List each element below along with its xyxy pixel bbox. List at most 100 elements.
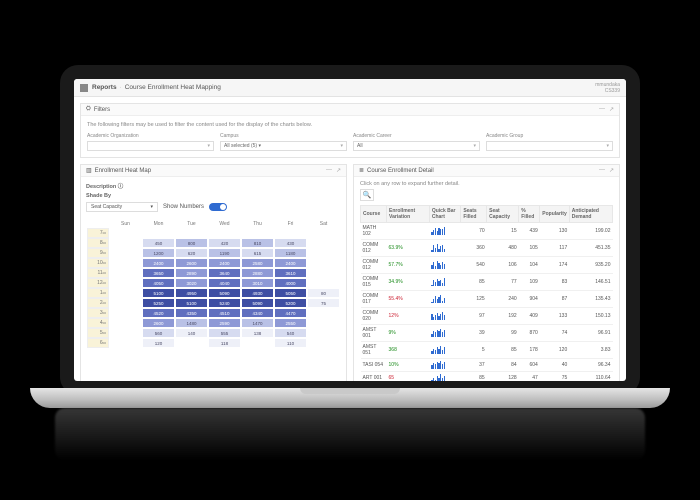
heatmap-cell[interactable] <box>307 308 340 318</box>
heatmap-cell[interactable]: 420 <box>208 238 241 248</box>
heatmap-cell[interactable]: 2600 <box>142 318 175 328</box>
collapse-icon[interactable]: — <box>599 167 605 174</box>
heatmap-cell[interactable]: 800 <box>175 238 208 248</box>
heatmap-cell[interactable]: 620 <box>175 248 208 258</box>
table-row[interactable]: COMM 01755.4%12524090487135.43 <box>361 291 613 308</box>
heatmap-cell[interactable]: 4930 <box>241 288 274 298</box>
heatmap-cell[interactable]: 5100 <box>142 288 175 298</box>
heatmap-cell[interactable] <box>307 328 340 338</box>
heatmap-cell[interactable]: 80 <box>307 288 340 298</box>
heatmap-cell[interactable]: 2590 <box>208 318 241 328</box>
filter-select[interactable]: All selected (5) ▾▾ <box>220 141 347 151</box>
heatmap-cell[interactable]: 2880 <box>241 268 274 278</box>
heatmap-cell[interactable]: 5090 <box>208 288 241 298</box>
description-label[interactable]: Description ⓘ <box>86 182 341 190</box>
filter-select[interactable]: ▾ <box>87 141 214 151</box>
heatmap-cell[interactable]: 430 <box>274 238 307 248</box>
heatmap-cell[interactable]: 810 <box>241 238 274 248</box>
heatmap-cell[interactable]: 450 <box>142 238 175 248</box>
heatmap-cell[interactable]: 615 <box>241 248 274 258</box>
heatmap-cell[interactable] <box>109 298 142 308</box>
heatmap-cell[interactable]: 1480 <box>175 318 208 328</box>
table-row[interactable]: AMST 0019%39998707496.91 <box>361 325 613 342</box>
table-row[interactable]: TASI 05410%37846044096.34 <box>361 359 613 372</box>
heatmap-cell[interactable] <box>109 268 142 278</box>
heatmap-cell[interactable]: 118 <box>208 338 241 348</box>
expand-icon[interactable]: ↗ <box>609 167 614 174</box>
user-info[interactable]: mmundaka CS339 <box>595 82 620 94</box>
col-header[interactable]: Anticipated Demand <box>569 206 612 223</box>
collapse-icon[interactable]: — <box>326 167 332 174</box>
heatmap-cell[interactable]: 110 <box>274 338 307 348</box>
heatmap-cell[interactable]: 2550 <box>274 318 307 328</box>
heatmap-cell[interactable] <box>307 258 340 268</box>
search-button[interactable]: 🔍 <box>360 189 374 201</box>
heatmap-cell[interactable] <box>109 318 142 328</box>
filter-select[interactable]: ▾ <box>486 141 613 151</box>
heatmap-cell[interactable] <box>109 258 142 268</box>
expand-icon[interactable]: ↗ <box>336 167 341 174</box>
expand-icon[interactable]: ↗ <box>609 106 614 113</box>
heatmap-cell[interactable] <box>307 228 340 238</box>
table-row[interactable]: ART 00165851284775110.64 <box>361 372 613 382</box>
heatmap-cell[interactable] <box>175 228 208 238</box>
heatmap-cell[interactable] <box>109 228 142 238</box>
heatmap-cell[interactable]: 5200 <box>274 298 307 308</box>
heatmap-cell[interactable] <box>109 288 142 298</box>
heatmap-cell[interactable] <box>241 228 274 238</box>
heatmap-cell[interactable] <box>109 278 142 288</box>
heatmap-cell[interactable]: 5240 <box>208 298 241 308</box>
heatmap-cell[interactable]: 4350 <box>175 308 208 318</box>
heatmap-cell[interactable] <box>307 318 340 328</box>
heatmap-cell[interactable]: 140 <box>175 328 208 338</box>
col-header[interactable]: Quick Bar Chart <box>429 206 460 223</box>
heatmap-cell[interactable]: 2400 <box>208 258 241 268</box>
heatmap-cell[interactable]: 2400 <box>274 258 307 268</box>
heatmap-cell[interactable]: 4470 <box>274 308 307 318</box>
heatmap-cell[interactable] <box>109 248 142 258</box>
heatmap-cell[interactable] <box>175 338 208 348</box>
heatmap-cell[interactable]: 1180 <box>274 248 307 258</box>
heatmap-cell[interactable]: 1470 <box>241 318 274 328</box>
col-header[interactable]: Enrollment Variation <box>387 206 430 223</box>
heatmap-cell[interactable]: 138 <box>241 328 274 338</box>
heatmap-cell[interactable]: 4050 <box>142 278 175 288</box>
heatmap-cell[interactable]: 4510 <box>208 308 241 318</box>
table-row[interactable]: AMST 0513685851781203.83 <box>361 342 613 359</box>
heatmap-cell[interactable]: 2600 <box>175 258 208 268</box>
heatmap-cell[interactable]: 3010 <box>241 278 274 288</box>
heatmap-cell[interactable] <box>109 338 142 348</box>
heatmap-cell[interactable]: 540 <box>274 328 307 338</box>
heatmap-cell[interactable] <box>274 228 307 238</box>
collapse-icon[interactable]: — <box>599 106 605 113</box>
heatmap-cell[interactable]: 5100 <box>175 298 208 308</box>
heatmap-cell[interactable] <box>307 338 340 348</box>
heatmap-cell[interactable]: 2400 <box>142 258 175 268</box>
heatmap-cell[interactable] <box>307 268 340 278</box>
col-header[interactable]: Seat Capacity <box>487 206 519 223</box>
heatmap-cell[interactable]: 120 <box>142 338 175 348</box>
heatmap-cell[interactable]: 4340 <box>241 308 274 318</box>
heatmap-cell[interactable]: 560 <box>142 328 175 338</box>
col-header[interactable]: % Filled <box>519 206 540 223</box>
heatmap-cell[interactable]: 3640 <box>208 268 241 278</box>
col-header[interactable]: Seats Filled <box>461 206 487 223</box>
heatmap-cell[interactable]: 4040 <box>208 278 241 288</box>
heatmap-cell[interactable]: 3020 <box>175 278 208 288</box>
heatmap-cell[interactable]: 75 <box>307 298 340 308</box>
table-row[interactable]: COMM 01257.7%540106104174935.20 <box>361 257 613 274</box>
heatmap-cell[interactable]: 3650 <box>142 268 175 278</box>
heatmap-cell[interactable] <box>142 228 175 238</box>
heatmap-cell[interactable]: 1200 <box>142 248 175 258</box>
heatmap-cell[interactable]: 4000 <box>274 278 307 288</box>
heatmap-cell[interactable]: 2580 <box>241 258 274 268</box>
heatmap-cell[interactable]: 2890 <box>175 268 208 278</box>
heatmap-cell[interactable] <box>307 248 340 258</box>
heatmap-cell[interactable] <box>241 338 274 348</box>
detail-header[interactable]: ≣ Course Enrollment Detail —↗ <box>354 165 619 177</box>
heatmap-cell[interactable] <box>109 238 142 248</box>
heatmap-cell[interactable] <box>307 238 340 248</box>
col-header[interactable]: Popularity <box>540 206 569 223</box>
table-row[interactable]: MATH 1027015439130199.02 <box>361 223 613 240</box>
heatmap-cell[interactable]: 3610 <box>274 268 307 278</box>
